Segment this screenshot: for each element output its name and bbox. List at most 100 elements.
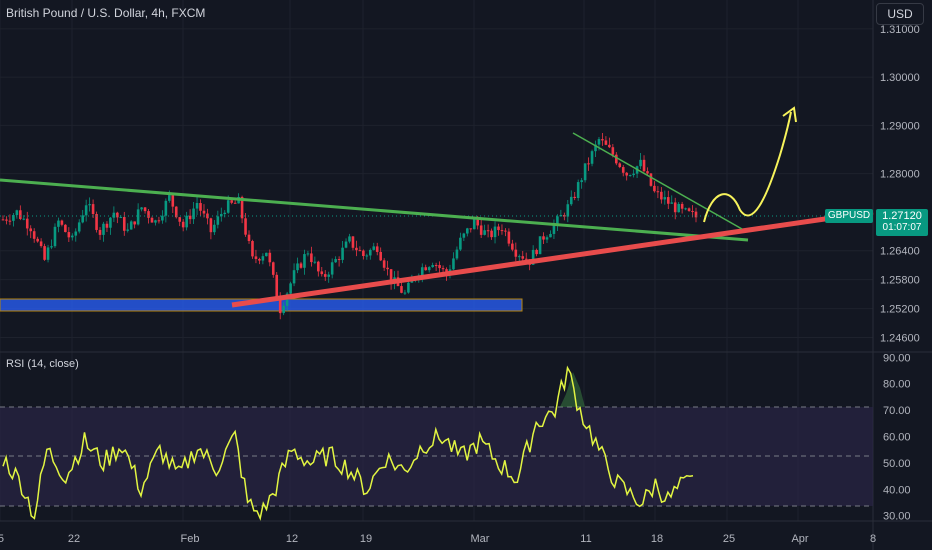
candle-body bbox=[43, 246, 46, 260]
candle-body bbox=[50, 246, 53, 248]
candle-body bbox=[105, 223, 109, 228]
candle-body bbox=[195, 203, 199, 209]
candle-body bbox=[538, 236, 542, 255]
candle-body bbox=[334, 259, 337, 263]
candle-body bbox=[535, 249, 538, 255]
rsi-axis[interactable]: 90.00 80.00 70.00 60.00 50.00 40.00 30.00 bbox=[883, 352, 911, 522]
candle-body bbox=[261, 256, 265, 261]
candle-body bbox=[400, 286, 403, 293]
short-term-resistance[interactable] bbox=[572, 132, 743, 230]
time-tick-label: 18 bbox=[651, 533, 663, 545]
candle-body bbox=[278, 297, 282, 314]
candle-body bbox=[403, 292, 407, 294]
candle-body bbox=[580, 180, 583, 183]
candle-body bbox=[611, 147, 615, 155]
candle-body bbox=[230, 200, 233, 203]
candle-body bbox=[292, 270, 296, 284]
candle-body bbox=[663, 197, 667, 200]
candle-body bbox=[213, 224, 216, 233]
candle-body bbox=[199, 203, 202, 211]
rsi-tick-label: 80.00 bbox=[883, 379, 911, 391]
candle-body bbox=[313, 261, 317, 263]
price-axis[interactable]: 1.31000 1.30000 1.29000 1.28000 1.26400 1.258… bbox=[880, 24, 920, 345]
forecast-arrow[interactable] bbox=[703, 111, 792, 223]
candle-body bbox=[174, 206, 178, 218]
candle-body bbox=[646, 171, 649, 174]
rsi-tick-label: 60.00 bbox=[883, 432, 911, 444]
candle-body bbox=[209, 218, 213, 233]
candle-body bbox=[483, 230, 486, 235]
candle-body bbox=[289, 283, 292, 294]
candle-body bbox=[382, 260, 386, 268]
candle-body bbox=[497, 226, 500, 231]
candle-body bbox=[233, 202, 237, 204]
candle-body bbox=[320, 271, 324, 275]
candle-body bbox=[268, 252, 272, 263]
time-tick-label: 12 bbox=[286, 533, 298, 545]
candle-body bbox=[666, 197, 670, 204]
candle-body bbox=[223, 212, 227, 215]
candle-body bbox=[206, 213, 209, 219]
candle-body bbox=[407, 282, 410, 293]
candle-body bbox=[649, 173, 653, 186]
time-axis[interactable]: 5 22 Feb 12 19 Mar 11 18 25 Apr 8 bbox=[0, 533, 876, 545]
candle-body bbox=[122, 217, 126, 231]
candle-body bbox=[431, 265, 434, 268]
candle-body bbox=[271, 262, 275, 275]
candle-body bbox=[673, 202, 677, 213]
time-tick-label: 11 bbox=[580, 533, 591, 545]
candle-body bbox=[258, 258, 261, 261]
candle-body bbox=[628, 175, 632, 177]
candle-body bbox=[684, 208, 687, 210]
candle-body bbox=[323, 274, 327, 277]
candle-body bbox=[67, 232, 71, 238]
candle-body bbox=[549, 233, 552, 238]
descending-trendline[interactable] bbox=[0, 178, 749, 242]
candle-body bbox=[379, 251, 382, 261]
candle-body bbox=[60, 220, 64, 225]
candle-body bbox=[64, 224, 67, 233]
candle-body bbox=[84, 205, 88, 216]
candle-body bbox=[77, 222, 81, 232]
candle-body bbox=[372, 246, 376, 250]
time-tick-label: 5 bbox=[0, 533, 4, 545]
time-tick-label: 19 bbox=[360, 533, 372, 545]
candle-body bbox=[275, 274, 279, 298]
price-tick-label: 1.24600 bbox=[880, 333, 920, 345]
currency-button[interactable]: USD bbox=[876, 3, 924, 25]
candle-body bbox=[573, 196, 577, 198]
time-tick-label: 8 bbox=[870, 533, 876, 545]
rsi-tick-label: 30.00 bbox=[883, 511, 911, 523]
candle-body bbox=[455, 249, 459, 259]
candle-body bbox=[466, 228, 469, 234]
candle-body bbox=[126, 229, 130, 231]
candle-body bbox=[181, 221, 185, 228]
candle-body bbox=[642, 159, 646, 172]
candle-body bbox=[91, 204, 95, 215]
candle-body bbox=[112, 212, 116, 218]
price-tick-label: 1.25200 bbox=[880, 304, 920, 316]
candle-body bbox=[459, 237, 462, 250]
candle-body bbox=[161, 215, 164, 221]
candle-body bbox=[452, 258, 455, 270]
candle-body bbox=[188, 215, 192, 220]
candle-body bbox=[670, 202, 674, 204]
ascending-trendline[interactable] bbox=[231, 209, 874, 308]
candle-body bbox=[420, 267, 424, 276]
candle-body bbox=[601, 139, 604, 141]
candle-body bbox=[521, 256, 525, 259]
candle-body bbox=[15, 210, 19, 216]
price-tick-label: 1.29000 bbox=[880, 120, 920, 132]
candle-body bbox=[365, 255, 369, 257]
candle-body bbox=[427, 267, 431, 271]
candle-body bbox=[88, 204, 91, 206]
candle-body bbox=[216, 216, 220, 225]
candle-body bbox=[74, 231, 78, 236]
candle-body bbox=[493, 226, 497, 238]
last-price-value: 1.27120 bbox=[882, 210, 922, 222]
candle-body bbox=[19, 210, 22, 219]
candle-body bbox=[337, 259, 341, 261]
price-tick-label: 1.31000 bbox=[880, 24, 920, 36]
candle-body bbox=[358, 250, 362, 252]
